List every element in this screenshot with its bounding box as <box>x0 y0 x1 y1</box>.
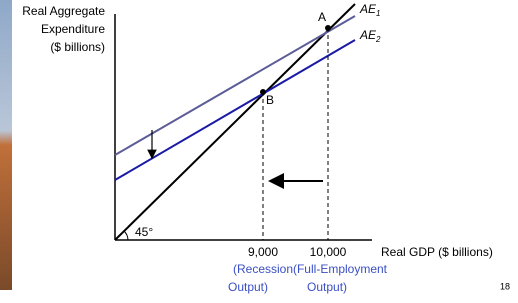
x-axis-label: Real GDP ($ billions) <box>381 245 493 259</box>
subscript: 1 <box>376 9 380 18</box>
x-tick-label: 9,000 <box>248 245 278 259</box>
x-note: (Full-Employment <box>293 262 388 276</box>
angle-arc <box>124 231 128 240</box>
angle-label: 45° <box>135 225 153 239</box>
page-number: 18 <box>500 281 510 291</box>
45-degree-line <box>115 4 355 240</box>
y-axis-label: Expenditure <box>41 22 105 36</box>
point <box>325 25 331 31</box>
ae2-line <box>115 40 355 180</box>
line-label: AE2 <box>359 28 381 44</box>
side-image <box>0 0 12 290</box>
subscript: 2 <box>375 35 381 44</box>
x-note: Output) <box>228 280 268 294</box>
line-label: AE1 <box>359 2 380 18</box>
y-axis-label: Real Aggregate <box>22 4 105 18</box>
diagram: Real Aggregate Expenditure ($ billions) … <box>0 0 518 303</box>
line-label: AE <box>359 28 377 42</box>
x-note: Output) <box>307 280 347 294</box>
point-label: A <box>318 10 326 24</box>
y-axis-label: ($ billions) <box>50 40 105 54</box>
point-label: B <box>266 93 274 107</box>
line-label: AE <box>359 2 377 16</box>
x-note: (Recession <box>233 262 293 276</box>
x-tick-label: 10,000 <box>310 245 347 259</box>
ae1-line <box>115 16 355 155</box>
